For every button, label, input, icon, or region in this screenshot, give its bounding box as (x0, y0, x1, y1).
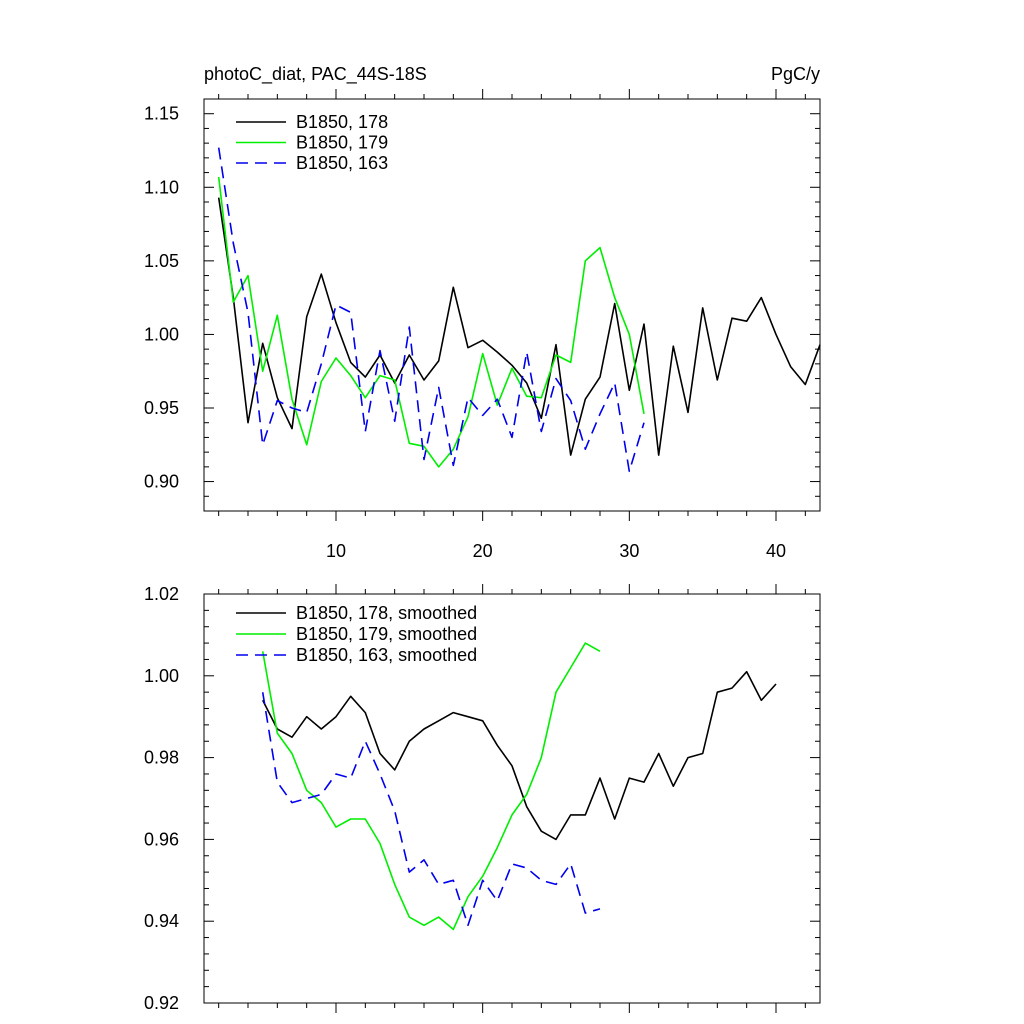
legend-label-2: B1850, 179 (296, 133, 388, 153)
legend-label-1: B1850, 178, smoothed (296, 603, 477, 623)
y-tick-label: 1.00 (144, 324, 179, 344)
x-tick-label: 30 (619, 541, 639, 561)
x-tick-label: 20 (473, 541, 493, 561)
y-tick-label: 0.96 (144, 829, 179, 849)
y-tick-label: 1.02 (144, 584, 179, 604)
series-line-2 (261, 642, 601, 931)
chart-title: photoC_diat, PAC_44S-18S (204, 64, 427, 85)
legend-label-3: B1850, 163 (296, 153, 388, 173)
series-line-3 (261, 692, 601, 927)
y-tick-label: 0.92 (144, 993, 179, 1013)
x-tick-label: 10 (326, 541, 346, 561)
series-line-2 (217, 176, 645, 468)
series-line-1 (217, 197, 821, 456)
y-tick-label: 1.05 (144, 251, 179, 271)
x-tick-label: 40 (766, 541, 786, 561)
y-tick-label: 0.90 (144, 472, 179, 492)
legend-label-3: B1850, 163, smoothed (296, 645, 477, 665)
chart-bottom: 0.92 0.94 0.96 0.98 1.00 1.02 B1850, 178, smoo… (144, 584, 821, 1013)
y-tick-label: 0.94 (144, 911, 179, 931)
y-tick-label: 1.10 (144, 177, 179, 197)
y-tick-label: 0.98 (144, 748, 179, 768)
legend-label-1: B1850, 178 (296, 112, 388, 132)
y-tick-label: 1.15 (144, 104, 179, 124)
series-line-1 (261, 670, 777, 841)
y-tick-label: 1.00 (144, 666, 179, 686)
y-tick-label: 0.95 (144, 398, 179, 418)
legend-label-2: B1850, 179, smoothed (296, 624, 477, 644)
chart-units: PgC/y (771, 64, 820, 84)
chart-top: 0.90 0.95 1.00 1.05 1.10 1.15 10 20 30 40 photoC_d… (144, 64, 821, 561)
series-line-3 (217, 147, 645, 473)
